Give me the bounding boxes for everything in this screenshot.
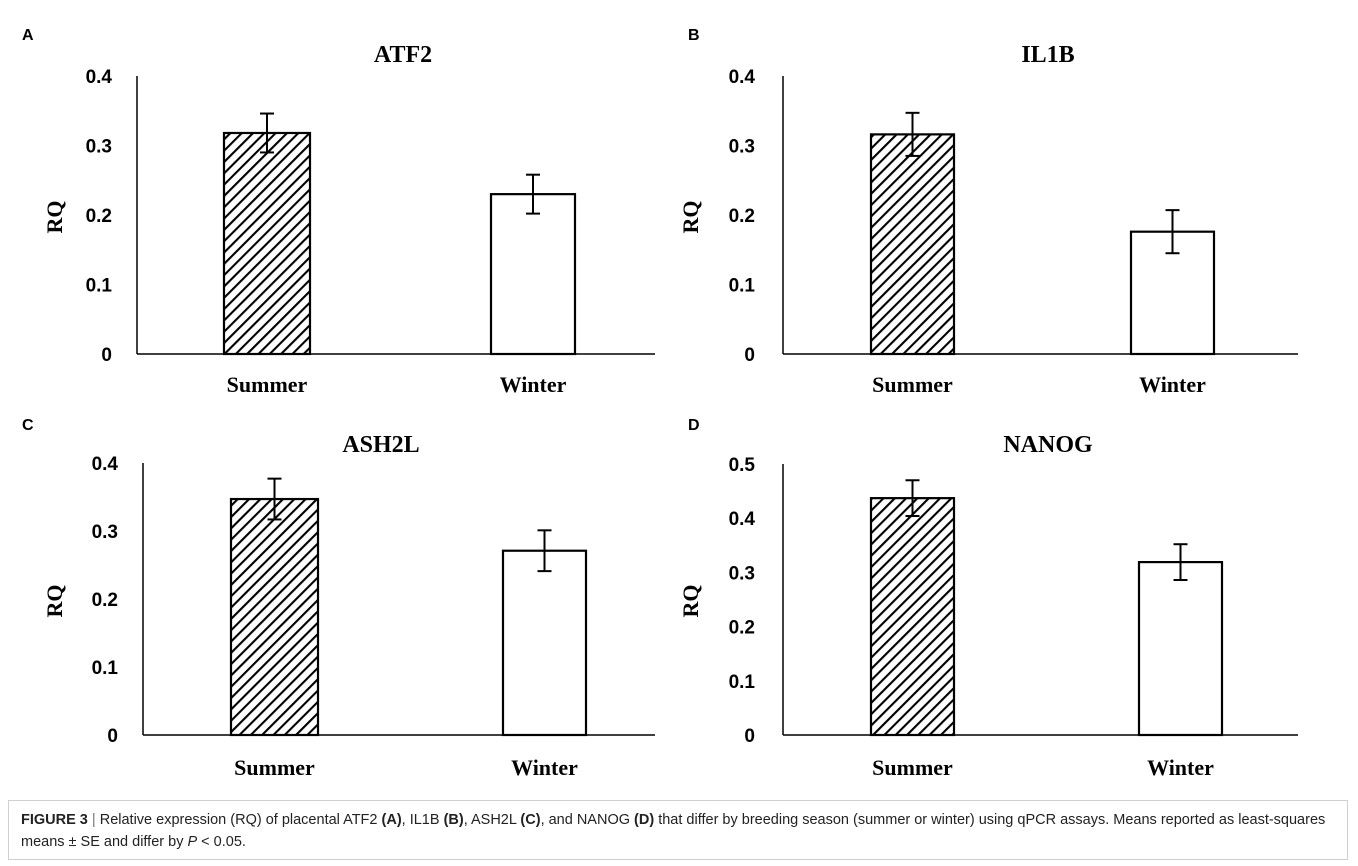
y-tick-label: 0.4 (729, 67, 756, 88)
error-bar (526, 173, 540, 215)
caption-part: that differ by breeding season (summer o… (21, 812, 1326, 850)
figure-caption: FIGURE 3 | Relative expression (RQ) of p… (21, 809, 1331, 853)
error-bar (905, 111, 920, 157)
y-axis-label: RQ (42, 201, 67, 234)
caption-part: , and NANOG (540, 812, 635, 828)
error-bar (260, 112, 274, 154)
y-tick-label: 0.1 (86, 276, 113, 297)
y-tick-label: 0.4 (86, 67, 113, 88)
caption-part: (C) (520, 812, 541, 828)
bar-winter (501, 549, 588, 737)
x-category-label: Winter (500, 372, 567, 397)
bar-summer (869, 497, 956, 737)
bar-winter (489, 193, 577, 356)
x-category-label: Winter (1139, 372, 1206, 397)
panel-letter: D (688, 417, 700, 434)
caption-figure-label: FIGURE 3 (21, 812, 88, 828)
error-bar (267, 477, 282, 521)
caption-part: Relative expression (RQ) of placental AT… (95, 812, 382, 828)
caption-part: , ASH2L (463, 812, 521, 828)
y-tick-label: 0 (744, 345, 755, 366)
y-tick-label: 0.3 (92, 522, 118, 543)
x-category-label: Winter (1147, 755, 1214, 780)
error-bar (1165, 209, 1180, 255)
y-tick-label: 0.4 (729, 509, 756, 530)
error-bar (1173, 543, 1188, 581)
y-tick-label: 0.3 (729, 563, 755, 584)
chart-title: ASH2L (342, 432, 419, 458)
y-tick-label: 0.2 (86, 206, 112, 227)
y-tick-label: 0.5 (729, 455, 756, 476)
x-category-label: Summer (872, 372, 953, 397)
x-category-label: Winter (511, 755, 578, 780)
caption-separator: | (91, 812, 96, 828)
bar-summer (869, 133, 956, 356)
y-axis-label: RQ (42, 585, 67, 618)
caption-part: (D) (634, 812, 655, 828)
y-tick-label: 0.4 (92, 454, 119, 475)
x-category-label: Summer (234, 755, 315, 780)
y-tick-label: 0.1 (729, 276, 756, 297)
caption-part: (A) (381, 812, 402, 828)
error-bar (905, 479, 920, 518)
chart-title: ATF2 (374, 42, 432, 68)
error-bar (537, 529, 552, 573)
y-tick-label: 0 (107, 726, 118, 747)
y-tick-label: 0.3 (86, 137, 112, 158)
chart-title: NANOG (1003, 432, 1093, 458)
y-tick-label: 0.2 (92, 590, 118, 611)
chart-panel-d: D NANOG RQ 0 0.1 0.2 0.3 0.4 0.5 Summer Winter (678, 417, 1298, 780)
y-axis-label: RQ (678, 201, 703, 234)
chart-panel-c: C ASH2L RQ 0 0.1 0.2 0.3 0.4 Summer Winter (22, 417, 655, 780)
caption-part: , IL1B (401, 812, 444, 828)
caption-part: (B) (443, 812, 464, 828)
x-category-label: Summer (872, 755, 953, 780)
panel-letter: B (688, 27, 700, 44)
y-tick-label: 0.2 (729, 206, 755, 227)
y-tick-label: 0.1 (729, 672, 756, 693)
bar-summer (222, 131, 312, 356)
y-axis-label: RQ (678, 585, 703, 618)
y-tick-label: 0 (101, 345, 112, 366)
caption-part: P (187, 834, 198, 850)
panel-letter: A (22, 27, 34, 44)
chart-panel-b: B IL1B RQ 0 0.1 0.2 0.3 0.4 Summer Winter (678, 27, 1298, 397)
y-tick-label: 0.1 (92, 658, 119, 679)
caption-part: < 0.05. (197, 834, 246, 850)
caption-box: FIGURE 3 | Relative expression (RQ) of p… (8, 800, 1348, 860)
y-tick-label: 0.2 (729, 618, 755, 639)
panel-letter: C (22, 417, 34, 434)
x-category-label: Summer (227, 372, 308, 397)
y-tick-label: 0 (744, 726, 755, 747)
chart-title: IL1B (1021, 42, 1074, 68)
y-tick-label: 0.3 (729, 137, 755, 158)
bar-winter (1137, 561, 1224, 737)
chart-panel-a: A ATF2 RQ 0 0.1 0.2 0.3 0.4 Summer Winter (22, 27, 655, 397)
bar-summer (229, 497, 320, 737)
